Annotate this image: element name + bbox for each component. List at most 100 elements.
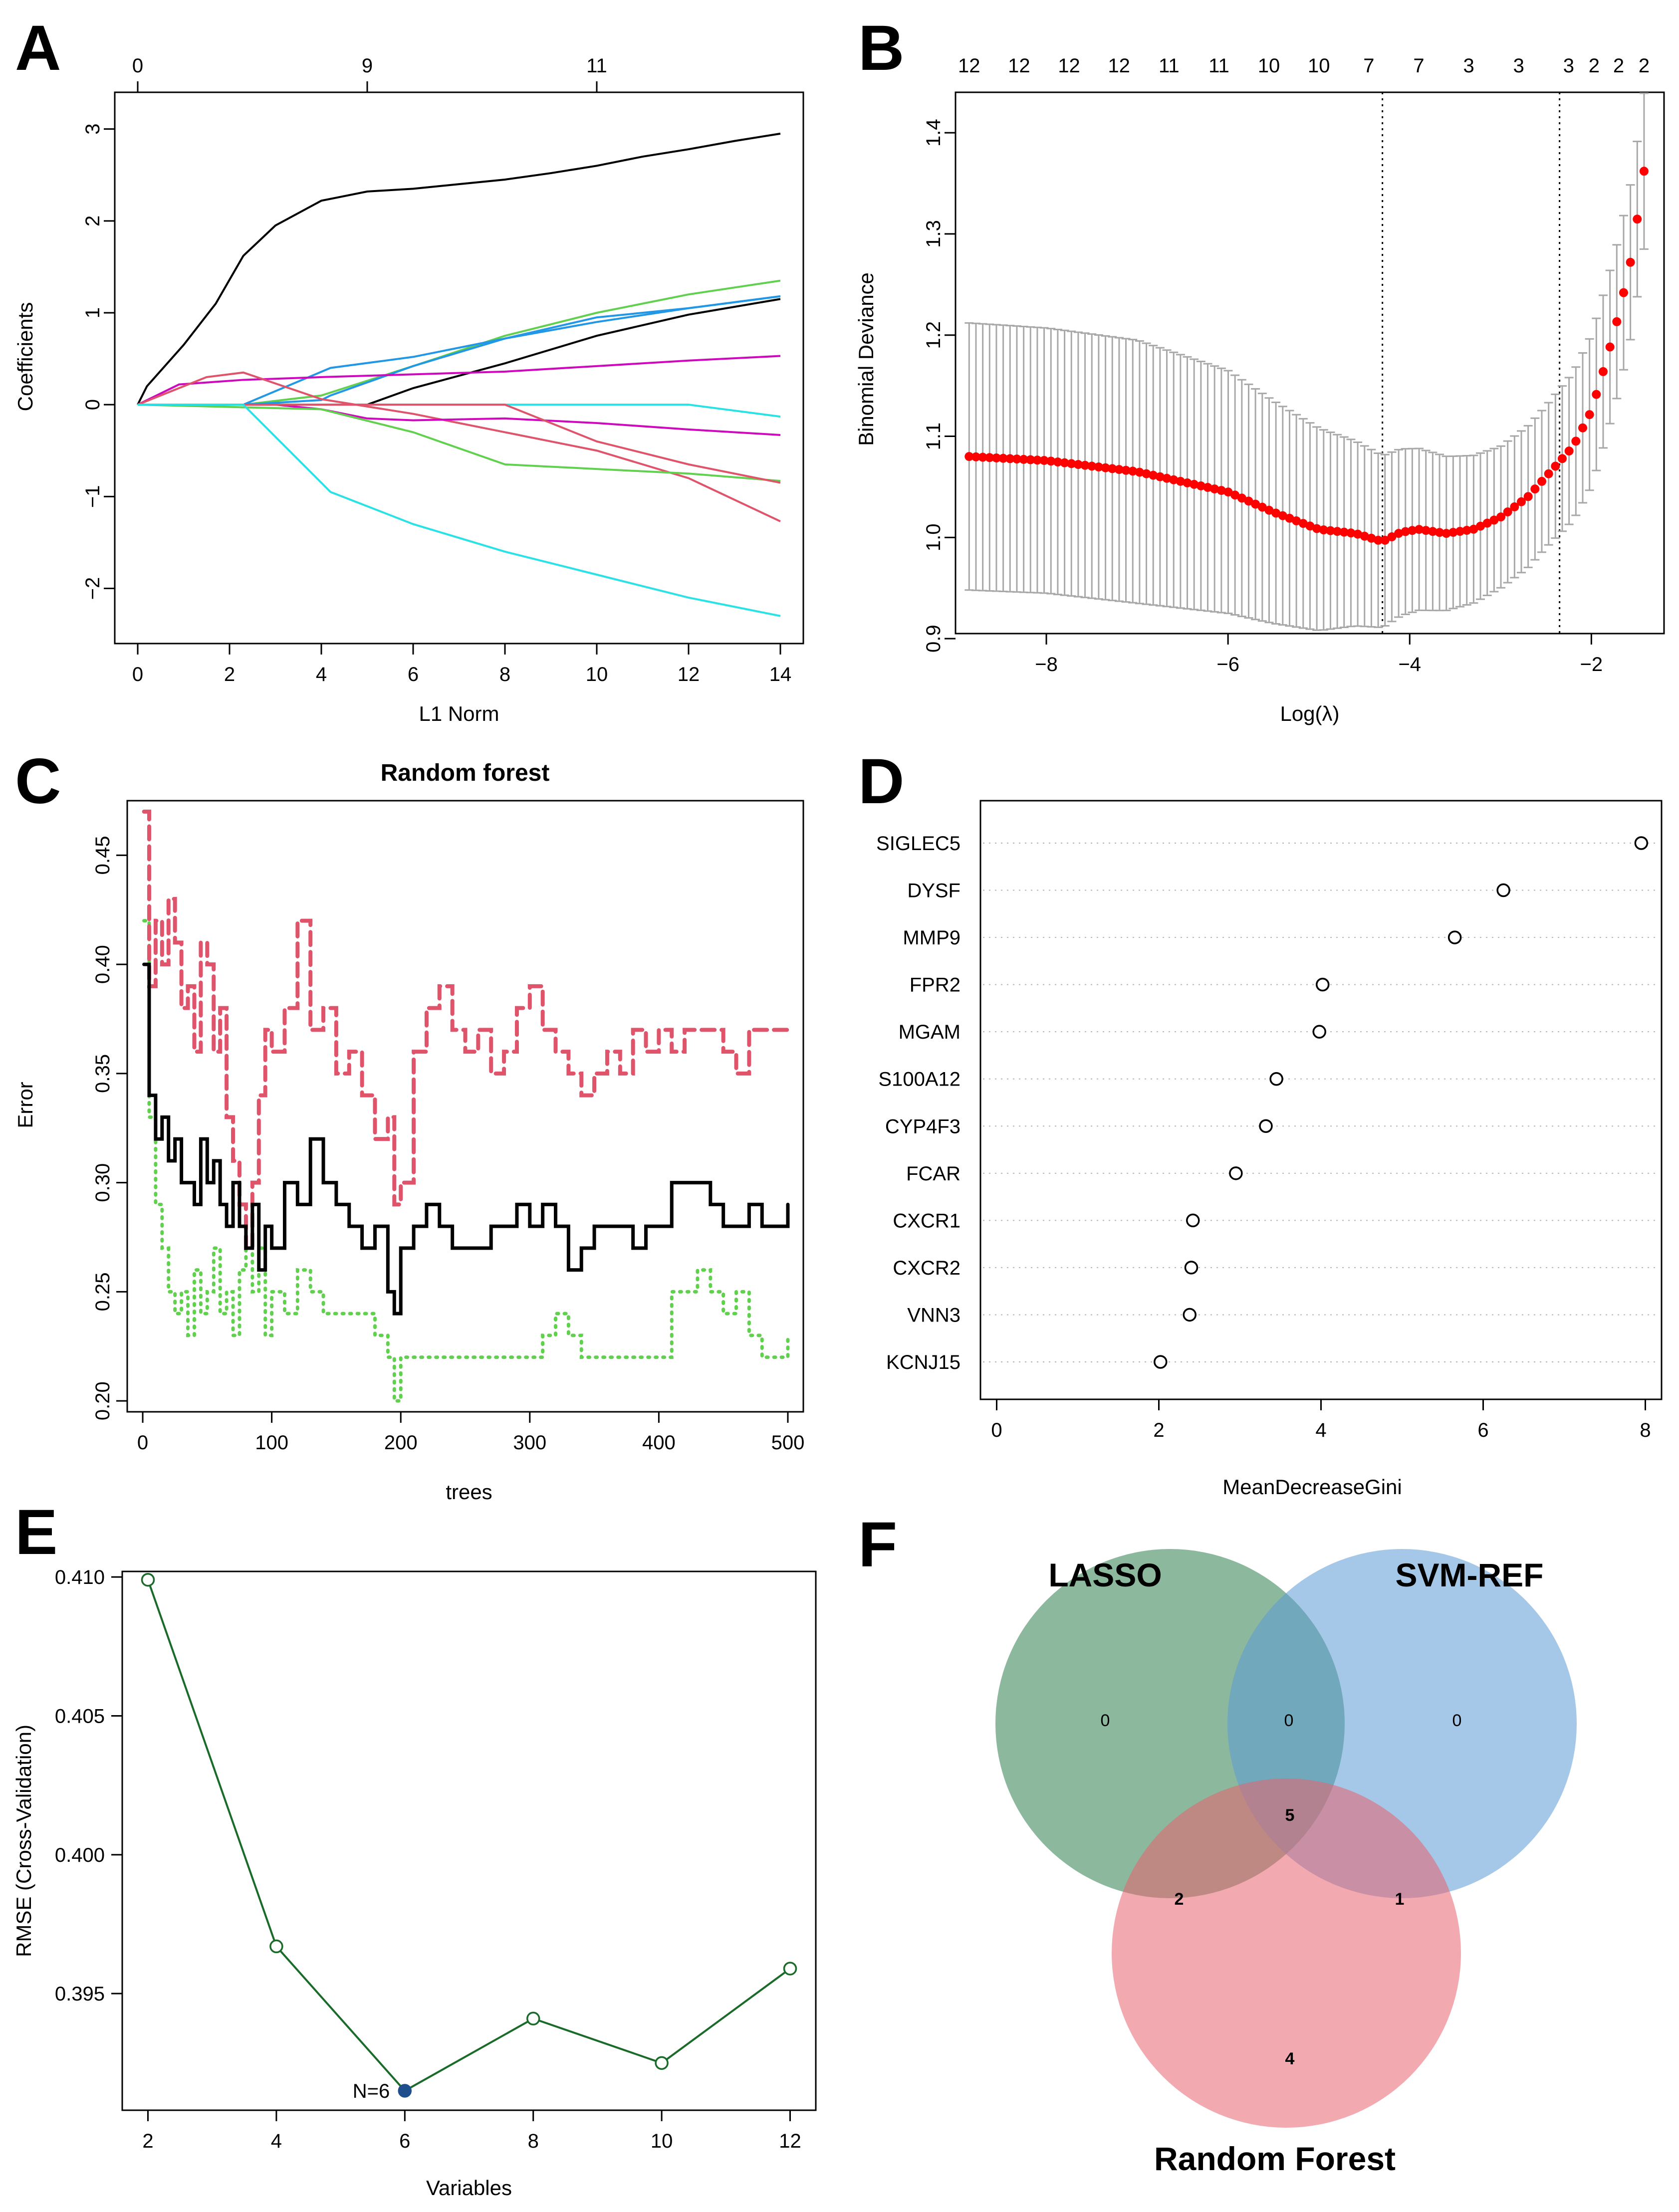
e-xtick-label-3: 8 (528, 2130, 539, 2152)
b-cv-point-5 (998, 453, 1008, 463)
a-ytick-label-5: 3 (82, 124, 104, 135)
e-ytick-label-2: 0.405 (55, 1705, 105, 1727)
d-gini-point-11 (1154, 1355, 1168, 1369)
a-ytick-label-2: 0 (82, 399, 104, 410)
b-cv-point-group-43 (1257, 393, 1267, 622)
venn-count-lasso-svm: 0 (1284, 1711, 1294, 1730)
b-cv-point-group-19 (1094, 334, 1103, 600)
b-cv-point-group-96 (1619, 215, 1628, 371)
b-cv-point-51 (1312, 524, 1322, 533)
d-gene-label-1: DYSF (907, 880, 960, 902)
e-rmse-point-2 (398, 2084, 412, 2098)
a-coef-path-11 (138, 404, 781, 484)
d-gini-point-4 (1312, 1025, 1326, 1039)
b-cv-point-99 (1639, 167, 1649, 176)
b-cv-point-23 (1121, 465, 1131, 475)
b-ytick-label-1: 1.0 (923, 524, 945, 552)
a-xtick-label-5: 10 (586, 664, 608, 685)
a-xtick-label-3: 6 (408, 664, 419, 685)
d-xtick-label-1: 2 (1153, 1419, 1164, 1441)
b-cv-point-63 (1394, 529, 1404, 538)
b-cv-point-54 (1333, 527, 1342, 536)
b-cv-point-group-33 (1190, 358, 1199, 611)
d-gini-point-9 (1184, 1261, 1199, 1275)
d-xtick-label-0: 0 (991, 1419, 1002, 1441)
b-cv-point-group-58 (1360, 445, 1369, 628)
venn-count-lasso-only: 0 (1101, 1711, 1110, 1730)
panel-c-random-forest-error: Random forest trees Error 0 100 200 300 400 5… (13, 760, 804, 1504)
c-error-series-OOB (142, 962, 790, 1316)
c-ytick-label-4: 0.40 (92, 945, 114, 984)
b-cv-point-17 (1080, 460, 1090, 470)
b-cv-point-group-6 (1005, 325, 1015, 593)
b-cv-point-27 (1149, 470, 1158, 480)
b-cv-point-83 (1530, 484, 1540, 494)
a-xtick-label-4: 8 (499, 664, 510, 685)
b-cv-point-34 (1196, 481, 1205, 490)
b-cv-point-33 (1190, 479, 1199, 489)
b-cv-point-group-92 (1592, 317, 1601, 471)
b-cv-point-group-27 (1149, 345, 1158, 606)
b-cv-point-group-14 (1060, 329, 1069, 596)
d-gene-label-6: CYP4F3 (885, 1115, 960, 1137)
d-gene-label-2: MMP9 (903, 927, 960, 949)
d-gene-label-9: CXCR2 (893, 1257, 960, 1279)
d-gini-point-8 (1186, 1213, 1200, 1228)
b-cv-point-group-15 (1067, 330, 1076, 597)
panel-letter-c: C (15, 746, 61, 817)
b-cv-point-43 (1257, 502, 1267, 512)
b-cv-point-group-30 (1169, 351, 1179, 608)
a-coef-path-3 (138, 279, 781, 406)
b-cv-point-41 (1244, 496, 1253, 506)
b-cv-point-group-18 (1087, 333, 1097, 599)
b-cv-point-16 (1073, 460, 1083, 469)
b-cv-point-group-82 (1523, 425, 1533, 568)
b-cv-point-60 (1374, 535, 1383, 545)
b-cv-point-20 (1101, 463, 1110, 472)
d-gene-label-11: KCNJ15 (886, 1351, 960, 1373)
panel-e-svm-rfe-rmse: Variables RMSE (Cross-Validation) 2 4 6 8 10… (12, 1566, 817, 2200)
b-top-label-4: 11 (1159, 55, 1180, 77)
b-cv-point-24 (1128, 466, 1138, 476)
b-cv-point-group-42 (1251, 388, 1260, 621)
c-ytick-label-0: 0.20 (92, 1381, 114, 1420)
b-cv-point-52 (1319, 525, 1328, 535)
b-cv-point-11 (1039, 455, 1049, 465)
b-top-label-13: 2 (1589, 55, 1600, 77)
d-gene-label-0: SIGLEC5 (876, 833, 960, 855)
d-gini-point-1 (1496, 883, 1510, 897)
b-cv-point-92 (1592, 390, 1601, 399)
d-gene-label-7: FCAR (906, 1163, 960, 1185)
b-cv-point-59 (1367, 533, 1376, 543)
b-cv-point-10 (1032, 455, 1042, 465)
a-coef-path-7 (137, 371, 781, 522)
b-cv-point-81 (1517, 497, 1526, 506)
b-cv-point-70 (1441, 529, 1451, 538)
b-cv-point-group-86 (1551, 393, 1560, 539)
b-cv-point-42 (1251, 499, 1260, 509)
panel-a-xlabel: L1 Norm (419, 702, 499, 725)
a-xtick-label-6: 12 (678, 664, 700, 685)
b-cv-point-18 (1087, 461, 1097, 471)
b-cv-point-group-71 (1448, 455, 1458, 610)
b-xtick-label-3: −2 (1580, 654, 1603, 675)
b-cv-point-36 (1210, 484, 1219, 494)
e-ytick-label-1: 0.400 (55, 1844, 105, 1866)
b-cv-point-group-46 (1278, 406, 1287, 626)
b-cv-point-6 (1005, 454, 1015, 463)
b-cv-point-group-59 (1367, 448, 1376, 628)
panel-c-xlabel: trees (446, 1480, 492, 1504)
b-cv-point-group-12 (1046, 328, 1056, 595)
panel-f-venn-diagram: LASSO SVM-REF Random Forest 0 0 0 5 2 1 … (995, 1549, 1577, 2177)
b-cv-point-31 (1176, 476, 1185, 486)
e-rmse-point-1 (269, 1939, 283, 1954)
b-cv-point-8 (1019, 454, 1028, 464)
b-cv-point-69 (1435, 528, 1444, 537)
b-cv-point-group-53 (1326, 431, 1335, 630)
b-cv-point-21 (1108, 464, 1117, 473)
b-cv-point-45 (1271, 508, 1281, 518)
b-cv-point-group-63 (1394, 448, 1404, 618)
b-cv-point-group-87 (1557, 385, 1567, 532)
venn-count-svm-only: 0 (1452, 1711, 1462, 1730)
panel-letter-d: D (858, 746, 904, 817)
